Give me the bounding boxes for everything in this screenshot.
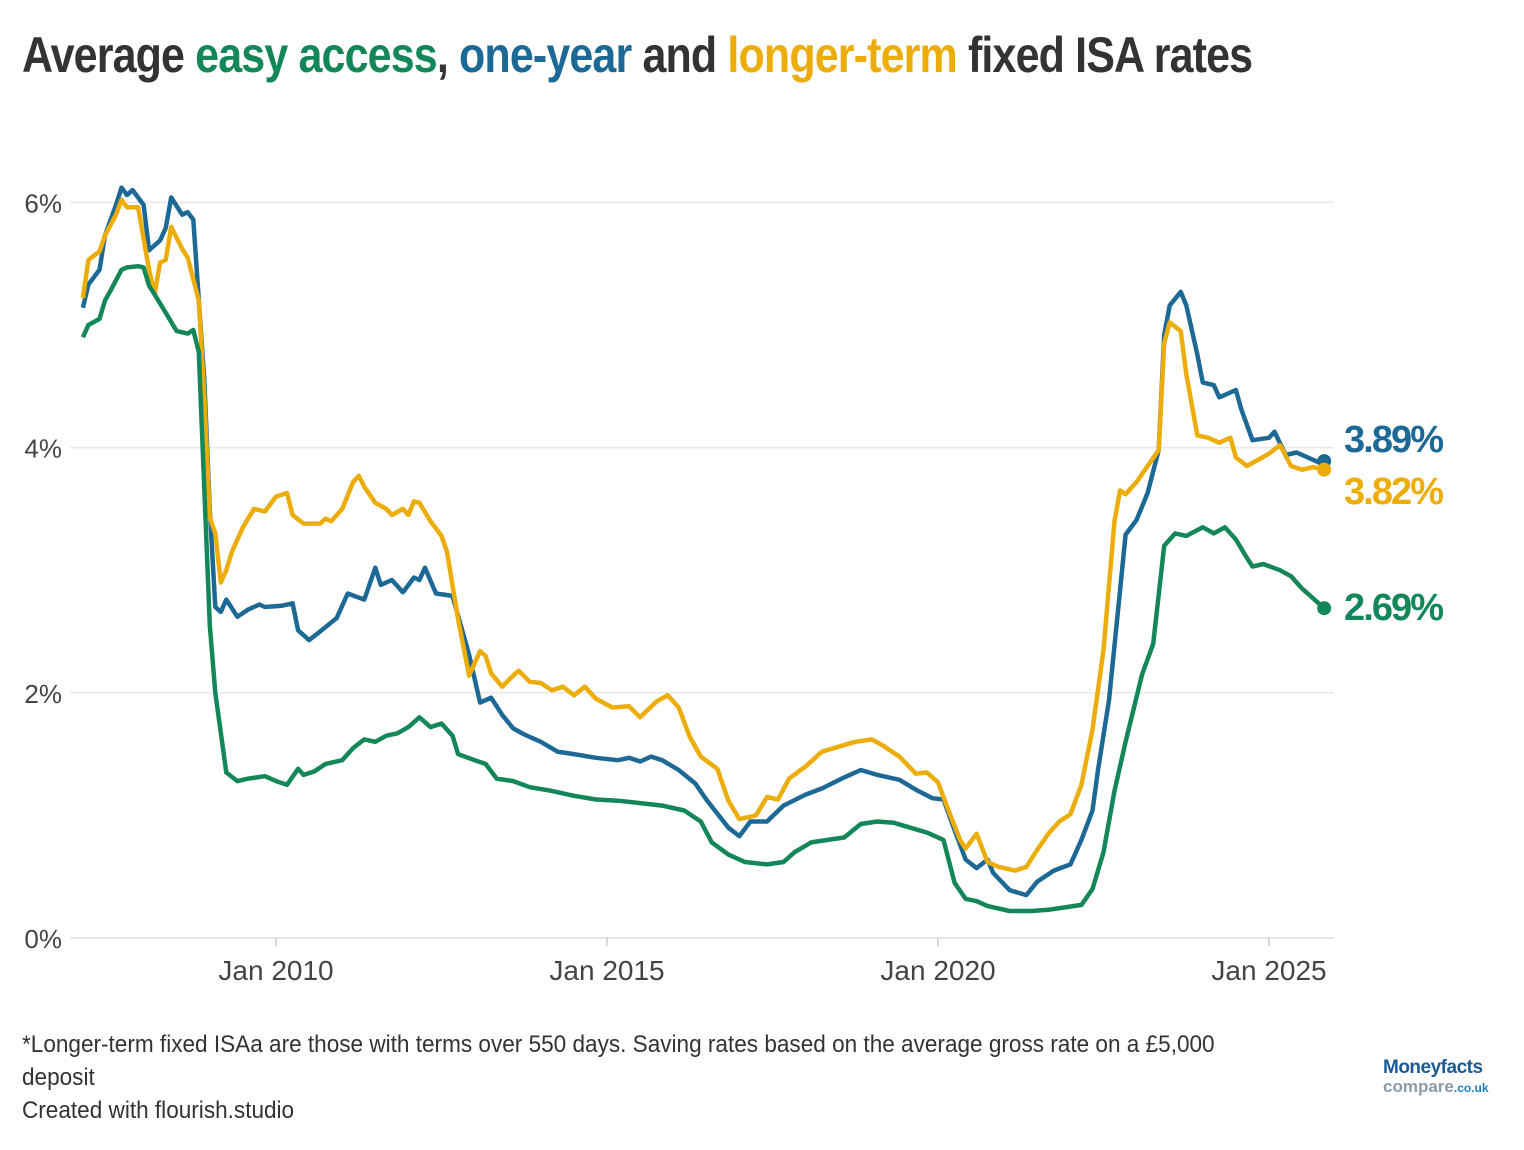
y-tick-label: 0% xyxy=(24,924,62,954)
x-tick-label: Jan 2010 xyxy=(218,955,333,986)
title-part: easy access xyxy=(195,27,437,83)
series-line-one-year xyxy=(80,185,1325,898)
y-tick-label: 2% xyxy=(24,679,62,709)
end-label: 3.82% xyxy=(1344,471,1444,513)
series-line-longer-term xyxy=(80,197,1325,873)
title-part: Average xyxy=(22,27,196,83)
logo-compare: compare xyxy=(1383,1077,1454,1096)
title-part: and xyxy=(631,27,728,83)
title-part: longer-term xyxy=(727,27,957,83)
grid-layer: 0% 2% 4% 6% Jan 2010 Jan 2015 Jan 2020 Jan 2025 xyxy=(24,188,1334,986)
footer: *Longer-term fixed ISAa are those with t… xyxy=(22,1028,1263,1127)
end-label: 2.69% xyxy=(1344,587,1444,629)
y-tick-label: 4% xyxy=(24,434,62,464)
title-part: , xyxy=(436,27,460,83)
footnote: *Longer-term fixed ISAa are those with t… xyxy=(22,1031,1215,1091)
logo-line1: Moneyfacts xyxy=(1383,1057,1483,1078)
y-tick-label: 6% xyxy=(24,188,62,218)
line-chart: 0% 2% 4% 6% Jan 2010 Jan 2015 Jan 2020 Jan 2025… xyxy=(24,185,1444,986)
end-label: 3.89% xyxy=(1344,419,1444,461)
title-part: fixed ISA rates xyxy=(956,27,1253,83)
series-line-easy-access xyxy=(80,263,1326,914)
x-tick-label: Jan 2025 xyxy=(1211,955,1326,986)
title-part: one-year xyxy=(459,27,632,83)
end-point-easy-access xyxy=(1317,601,1332,616)
x-tick-label: Jan 2015 xyxy=(549,955,664,986)
logo-suffix: .co.uk xyxy=(1453,1081,1489,1095)
lines-layer xyxy=(80,185,1326,914)
x-tick-label: Jan 2020 xyxy=(880,955,995,986)
chart-title: Average easy access, one-year and longer… xyxy=(22,26,1253,84)
logo-line2: compare.co.uk xyxy=(1383,1078,1489,1097)
moneyfacts-logo: Moneyfacts compare.co.uk xyxy=(1383,1058,1489,1097)
credit-text: Created with flourish.studio xyxy=(22,1097,295,1124)
labels-layer: 3.89% 3.82% 2.69% xyxy=(1317,419,1444,629)
end-point-longer-term xyxy=(1317,462,1332,477)
